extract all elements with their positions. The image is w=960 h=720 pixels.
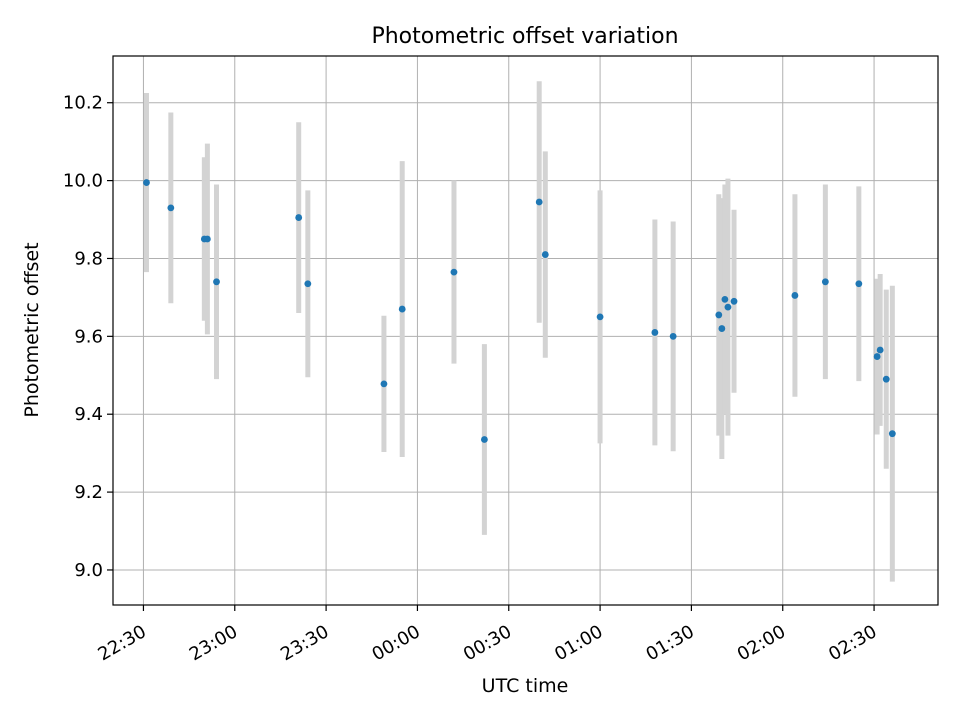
x-tick-label: 02:30 <box>825 621 880 665</box>
plot-frame <box>112 55 939 606</box>
data-point <box>596 313 604 321</box>
data-point <box>715 311 723 319</box>
data-point <box>213 278 220 286</box>
data-point <box>821 278 829 286</box>
data-point <box>481 436 488 443</box>
data-point <box>730 297 738 305</box>
data-point <box>380 380 388 388</box>
y-tick-label: 9.6 <box>74 326 103 347</box>
y-tick-label: 9.0 <box>74 560 103 581</box>
data-point <box>535 198 543 206</box>
x-tick-label: 01:00 <box>551 621 606 665</box>
x-tick-label: 23:00 <box>186 621 241 665</box>
x-tick-label: 00:00 <box>369 621 424 665</box>
x-tick-label: 01:30 <box>642 621 697 665</box>
x-tick-label: 23:30 <box>277 621 332 665</box>
data-point <box>304 280 312 288</box>
data-point <box>724 303 732 311</box>
x-axis-label: UTC time <box>482 675 569 697</box>
data-point <box>876 346 884 354</box>
x-tick-label: 00:30 <box>460 621 515 665</box>
data-point <box>721 295 729 303</box>
data-point <box>651 329 659 336</box>
plot-background <box>113 56 938 605</box>
data-point <box>295 214 303 221</box>
y-tick-label: 10.2 <box>63 93 103 114</box>
data-point <box>203 235 211 243</box>
data-point <box>873 353 881 360</box>
data-point <box>855 280 863 288</box>
y-tick-label: 9.8 <box>74 248 103 269</box>
data-point <box>791 292 799 299</box>
y-tick-label: 9.2 <box>74 482 103 503</box>
y-tick-label: 10.0 <box>63 171 103 192</box>
data-point <box>143 179 150 186</box>
data-points <box>143 179 896 443</box>
x-axis: 22:30 23:00 23:30 00:00 00:30 01:00 01:30 02:00… <box>95 605 881 665</box>
chart-title: Photometric offset variation <box>371 24 678 49</box>
y-tick-label: 9.4 <box>74 404 103 425</box>
y-axis: 9.0 9.2 9.4 9.6 9.8 10.0 10.2 <box>63 93 113 581</box>
data-point <box>541 251 549 258</box>
data-point <box>167 204 175 212</box>
x-tick-label: 02:00 <box>734 621 789 665</box>
data-point <box>398 305 406 313</box>
data-point <box>888 430 896 438</box>
data-point <box>882 375 890 383</box>
data-point <box>718 325 726 332</box>
y-axis-label: Photometric offset <box>21 242 43 417</box>
data-point <box>669 332 677 340</box>
data-point <box>450 268 458 276</box>
x-tick-label: 22:30 <box>95 621 150 665</box>
